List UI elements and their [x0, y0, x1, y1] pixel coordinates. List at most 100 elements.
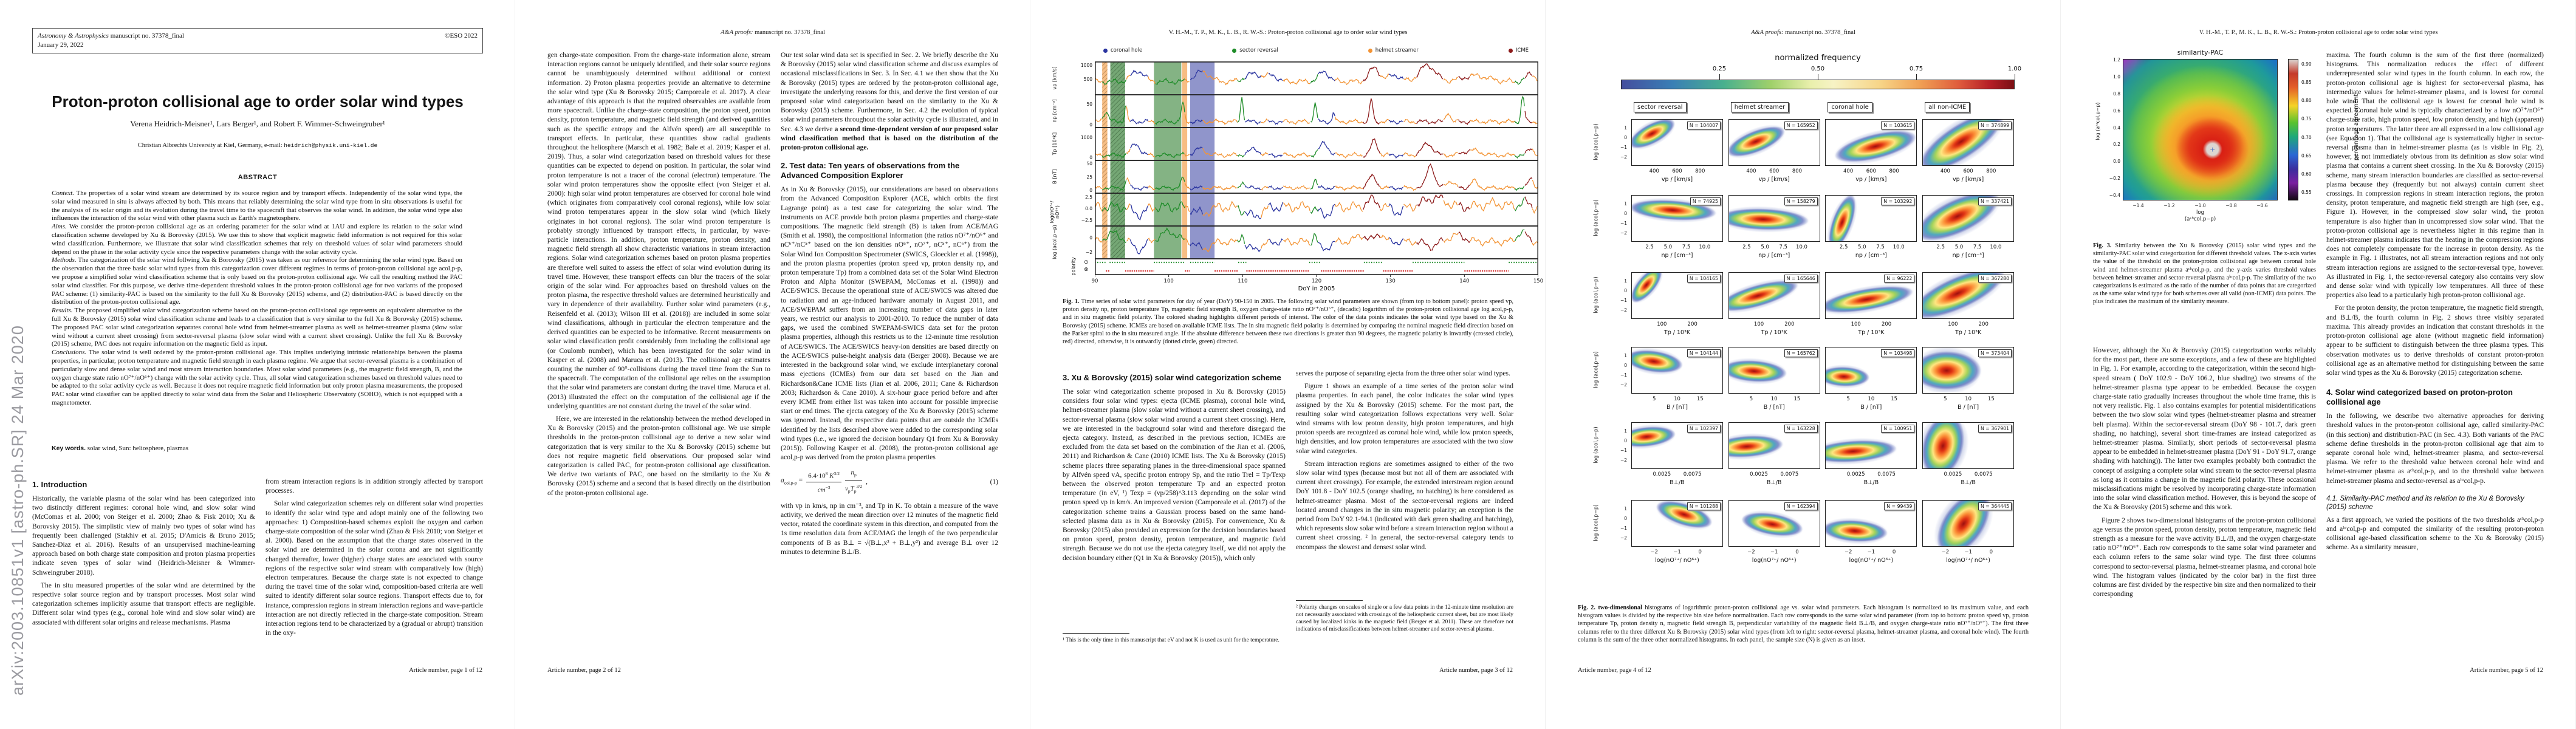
fig2-xtick: 0.0025 — [1846, 471, 1865, 477]
fig2-sample-size: N = 101288 — [1687, 502, 1721, 510]
fig1-ylabel: np [cm⁻³] — [1052, 99, 1058, 123]
fig2-sample-size: N = 165762 — [1784, 349, 1818, 357]
fig2-xtick: 5.0 — [1858, 244, 1866, 250]
fig2-panel: N = 367280 — [1922, 272, 2015, 319]
fig2-xlabel: B / [nT] — [1667, 404, 1688, 411]
footnote-rule — [1063, 633, 1129, 634]
fig2-xtick: 100 — [1948, 321, 1958, 327]
fig2-sample-size: N = 100951 — [1881, 425, 1915, 433]
section-4-1-heading: 4.1. Similarity-PAC method and its relat… — [2326, 495, 2524, 511]
fig3-ytick: 0.2 — [2113, 142, 2120, 148]
legend-item: coronal hole — [1103, 47, 1142, 53]
fig2-column-label: coronal hole — [1828, 102, 1872, 112]
fig2-sample-size: N = 163228 — [1784, 425, 1818, 433]
fig2-sample-size: N = 103292 — [1881, 197, 1915, 205]
fig2-xtick: 7.5 — [1779, 244, 1788, 250]
fig2-xlabel: vp / [km/s] — [1952, 176, 1984, 183]
fig2-xtick: 10 — [1770, 396, 1778, 402]
fig2-xtick: 10.0 — [1893, 244, 1905, 250]
fig3-caption: Fig. 3. Similarity between the Xu & Boro… — [2093, 242, 2316, 306]
fig3-ytick: 1.0 — [2113, 74, 2120, 80]
fig2-xlabel: B⊥/B — [1863, 479, 1879, 486]
fig2-panel: N = 165762 — [1728, 347, 1820, 394]
fig2-xtick: 0 — [1795, 549, 1799, 555]
fig2-xtick: 800 — [1695, 168, 1705, 174]
footnote-rule — [1296, 600, 1363, 601]
fig2-ytick: 1 — [1624, 125, 1627, 131]
fig2-xtick: 2.5 — [1839, 244, 1848, 250]
fig2-xlabel: np / [cm⁻³] — [1855, 252, 1887, 259]
fig2-xtick: 2.5 — [1936, 244, 1945, 250]
legend-item: ICME — [1508, 47, 1529, 53]
fig2-ylabel: log (acol,p−p) — [1593, 351, 1600, 388]
fig2-xtick: 600 — [1866, 168, 1876, 174]
fig2-xtick: 10.0 — [1796, 244, 1807, 250]
email: heidrich@physik.uni-kiel.de — [284, 142, 378, 149]
paper-title: Proton-proton collisional age to order s… — [52, 92, 464, 111]
fig2-colorbar-title: normalized frequency — [1775, 53, 1861, 63]
fig1-ytick: 0 — [1089, 122, 1092, 128]
paragraph: serves the purpose of separating ejecta … — [1296, 370, 1510, 377]
running-header: V. H.-M., T. P., M. K., L. B., R. W.-S.:… — [2199, 29, 2438, 36]
fig1-time-series — [1095, 61, 1538, 277]
fig3-ylabel: log (aʰʳcol,p−p) — [2095, 102, 2101, 140]
fig3-colorbar-tick: 0.85 — [2301, 80, 2312, 86]
running-header: A&A proofs: manuscript no. 37378_final — [721, 29, 825, 36]
fig2-sample-size: N = 367901 — [1978, 425, 2012, 433]
fig3-ytick: 1.2 — [2113, 57, 2120, 63]
page-1: arXiv:2003.10851v1 [astro-ph.SR] 24 Mar … — [0, 0, 515, 729]
fig1-ylabel: B [nT] — [1052, 169, 1058, 184]
legend-dot — [1368, 48, 1372, 53]
paragraph: For the proton density, the proton tempe… — [2326, 304, 2544, 377]
fig2-xlabel: Tp / 10³K — [1954, 329, 1982, 336]
fig2-sample-size: N = 158279 — [1784, 197, 1818, 205]
fig2-sample-size: N = 96222 — [1884, 275, 1915, 282]
legend-dot — [1232, 48, 1237, 53]
fig3-xtick: −1.2 — [2163, 203, 2175, 208]
fig2-ytick: −2 — [1620, 307, 1627, 313]
fig1-ytick: 0.0 — [1085, 206, 1092, 212]
fig2-panel: N = 158279 — [1728, 195, 1820, 242]
page1-col-right: from stream interaction regions is in ad… — [265, 477, 483, 663]
running-header: V. H.-M., T. P., M. K., L. B., R. W.-S.:… — [1168, 29, 1408, 36]
legend-dot — [1103, 48, 1108, 53]
page-footer: Article number, page 3 of 12 — [1439, 667, 1513, 674]
manuscript-date: January 29, 2022 — [38, 41, 84, 49]
fig2-ytick: 1 — [1624, 201, 1627, 207]
fig2-colorbar-tick: 0.25 — [1712, 66, 1727, 72]
fig2-panel: N = 103615 — [1825, 119, 1917, 166]
fig2-panel: N = 104007 — [1631, 119, 1723, 166]
fig3-xlabel-line2: (aᶜʰcol,p−p) — [2184, 216, 2216, 222]
fig3-ytick: −0.4 — [2109, 193, 2120, 198]
fig2-sample-size: N = 104165 — [1687, 275, 1721, 282]
paragraph: gen charge-state composition. From the c… — [547, 52, 770, 410]
fig2-column-label: helmet streamer — [1730, 102, 1789, 112]
fig2-xtick: 200 — [1687, 321, 1697, 327]
fig2-panel: N = 74925 — [1631, 195, 1723, 242]
fig2-sample-size: N = 165952 — [1784, 122, 1818, 129]
fig2-xlabel: vp / [km/s] — [1661, 176, 1693, 183]
fig2-blob — [1923, 351, 1981, 390]
section-1-heading: 1. Introduction — [32, 480, 87, 489]
page-5: V. H.-M., T. P., M. K., L. B., R. W.-S.:… — [2061, 0, 2576, 729]
section-3-heading: 3. Xu & Borovsky (2015) solar wind categ… — [1063, 373, 1281, 382]
paragraph: Here, we are interested in the relations… — [547, 415, 770, 497]
abstract: Context. The properties of a solar wind … — [52, 190, 462, 437]
fig1-ytick: 1000 — [1080, 63, 1092, 69]
fig3-xtick: −0.6 — [2256, 203, 2268, 208]
fig2-ytick: −2 — [1620, 154, 1627, 160]
fig2-xlabel: B / [nT] — [1860, 404, 1882, 411]
fig2-ylabel: log (acol,p−p) — [1593, 123, 1600, 160]
fig2-xlabel: log(nO⁷⁺/ nO⁶⁺) — [1946, 557, 1990, 564]
fig2-xtick: 0.0025 — [1944, 471, 1962, 477]
fig3-colorbar-tick: 0.55 — [2301, 190, 2312, 195]
fig1-legend: coronal hole sector reversal helmet stream… — [1103, 47, 1529, 53]
fig2-panel: N = 101288 — [1631, 500, 1723, 547]
paragraph: However, although the Xu & Borovsky (201… — [2093, 347, 2316, 512]
fig1-ytick-inward: ⊗ — [1084, 267, 1089, 273]
fig2-xtick: 400 — [1843, 168, 1854, 174]
fig3-ytick: 0.8 — [2113, 91, 2120, 97]
fig2-xtick: 600 — [1963, 168, 1973, 174]
fig2-ylabel: log (acol,p−p) — [1593, 199, 1600, 236]
fig2-xtick: 15 — [1891, 396, 1898, 402]
